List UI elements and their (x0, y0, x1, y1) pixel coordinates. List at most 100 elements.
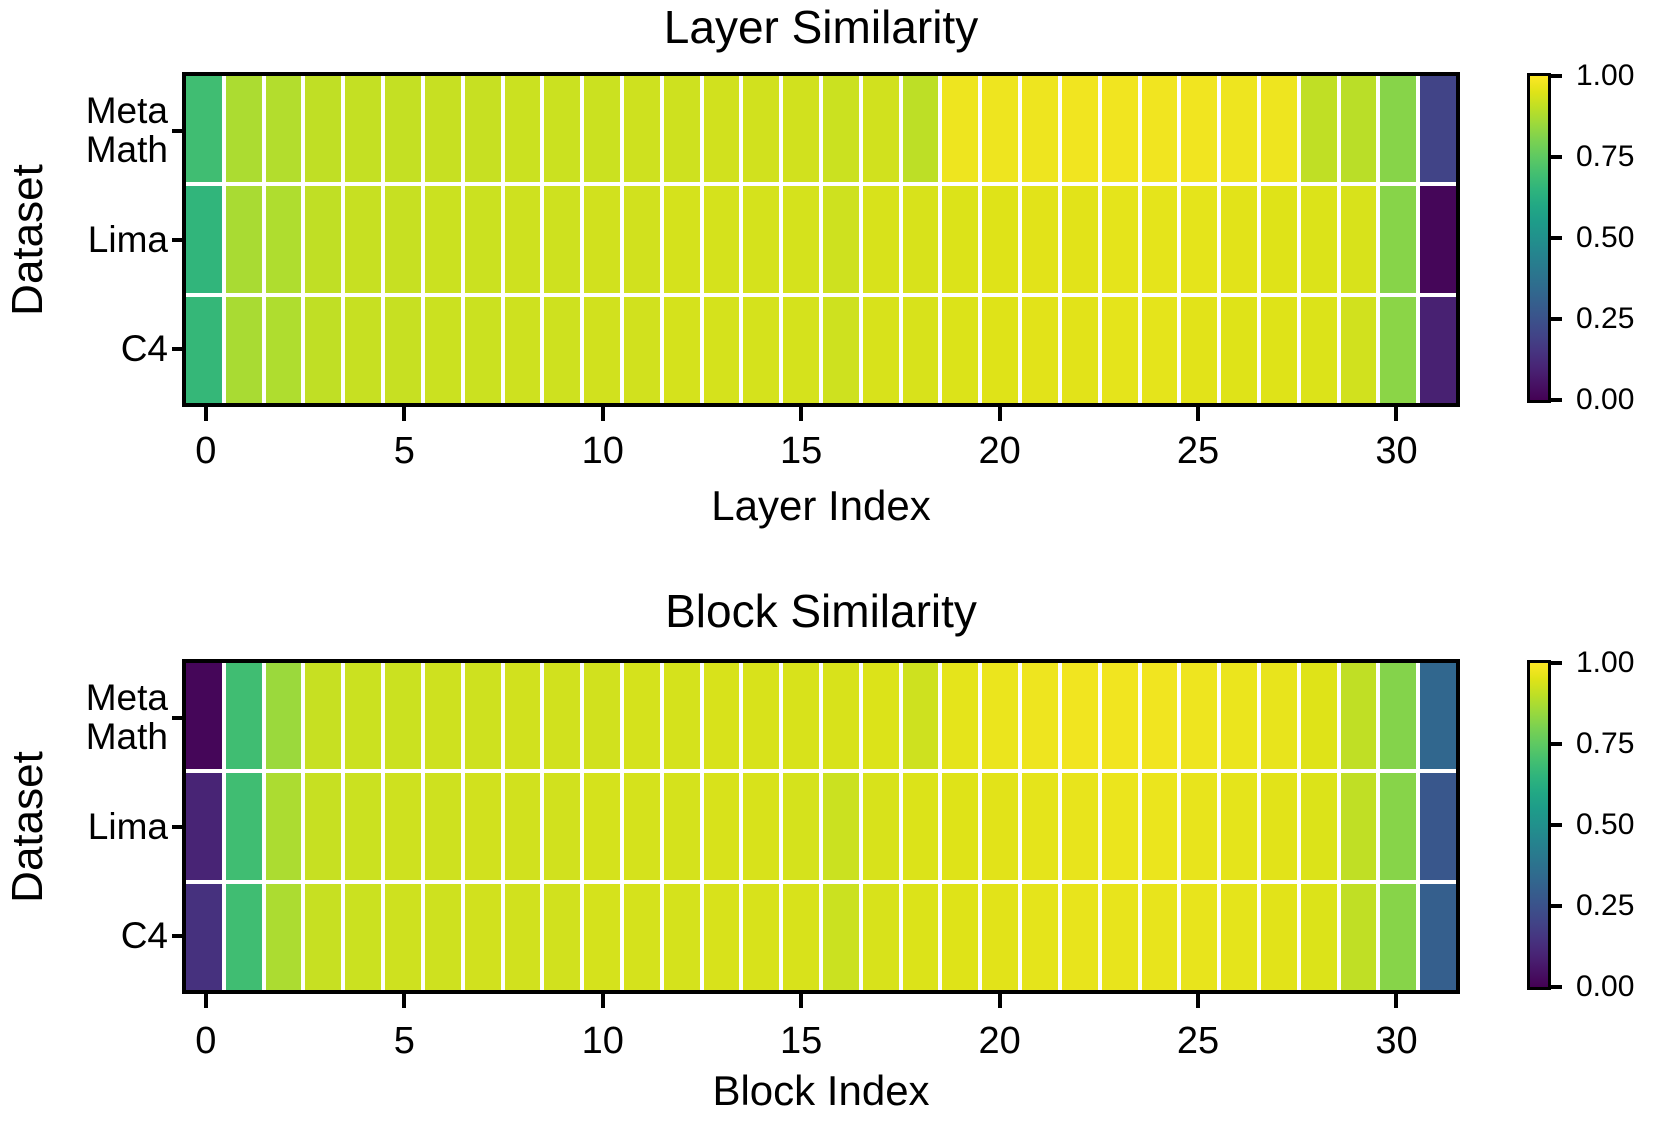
x-tick-mark (1196, 994, 1201, 1008)
heatmap-cell (225, 296, 262, 403)
heatmap-cell (186, 76, 222, 183)
heatmap-cell (424, 186, 461, 293)
x-tick-mark (799, 994, 804, 1008)
heatmap-cell (823, 186, 859, 293)
heatmap-cell (1141, 883, 1178, 990)
heatmap-cell (464, 663, 501, 770)
colorbar (1527, 660, 1551, 990)
heatmap-cell (623, 186, 660, 293)
heatmap-cell (305, 296, 342, 403)
heatmap-cell (1380, 883, 1417, 990)
colorbar-gradient (1530, 76, 1548, 400)
heatmap-cell (305, 773, 342, 880)
heatmap-cell (703, 663, 740, 770)
colorbar-tick-mark (1551, 904, 1562, 908)
heatmap-cell (1061, 76, 1098, 183)
colorbar-tick-mark (1551, 317, 1562, 321)
row-label: Meta Math (85, 89, 168, 171)
heatmap-cell (584, 76, 620, 183)
heatmap-cell (1260, 773, 1297, 880)
heatmap-grid (186, 76, 1456, 403)
x-tick-label: 15 (780, 430, 823, 472)
y-tick-mark (172, 933, 186, 938)
heatmap-cell (663, 296, 700, 403)
heatmap-cell (1221, 883, 1257, 990)
heatmap-cell (1340, 773, 1377, 880)
heatmap-cell (982, 663, 1019, 770)
colorbar-tick-label: 0.75 (1576, 727, 1635, 760)
heatmap-cell (1141, 186, 1178, 293)
heatmap-cell (743, 773, 780, 880)
heatmap-cell (942, 883, 979, 990)
heatmap-cell (385, 883, 421, 990)
heatmap-cell (464, 773, 501, 880)
x-tick-mark (1394, 994, 1399, 1008)
row-label: Lima (87, 805, 168, 847)
heatmap-cell (1101, 296, 1138, 403)
heatmap-cell (1380, 773, 1417, 880)
heatmap-cell (265, 883, 302, 990)
heatmap-cell (544, 76, 581, 183)
heatmap-cell (504, 186, 541, 293)
heatmap-cell (1300, 296, 1337, 403)
heatmap-cell (1022, 296, 1058, 403)
heatmap-cell (1061, 296, 1098, 403)
heatmap-cell (1061, 663, 1098, 770)
heatmap-cell (1022, 663, 1058, 770)
heatmap-cell (424, 883, 461, 990)
heatmap-cell (1340, 296, 1377, 403)
x-tick-label: 15 (780, 1020, 823, 1062)
heatmap-cell (862, 663, 899, 770)
heatmap-cell (862, 186, 899, 293)
heatmap-cell (1340, 663, 1377, 770)
heatmap-cell (1101, 663, 1138, 770)
heatmap-cell (623, 773, 660, 880)
heatmap-cell (225, 663, 262, 770)
heatmap-cell (424, 76, 461, 183)
heatmap-cell (385, 663, 421, 770)
heatmap-cell (623, 296, 660, 403)
heatmap-cell (743, 76, 780, 183)
heatmap-cell (703, 296, 740, 403)
heatmap-cell (1181, 773, 1218, 880)
heatmap-cell (1420, 773, 1456, 880)
heatmap-cell (504, 76, 541, 183)
heatmap-cell (1022, 76, 1058, 183)
colorbar-tick-mark (1551, 398, 1562, 402)
heatmap-cell (186, 663, 222, 770)
x-tick-mark (402, 994, 407, 1008)
colorbar-tick-mark (1551, 74, 1562, 78)
x-tick-label: 5 (393, 430, 415, 472)
heatmap-cell (783, 663, 819, 770)
row-label: Lima (87, 218, 168, 260)
heatmap-cell (305, 663, 342, 770)
heatmap-cell (902, 296, 939, 403)
heatmap-cell (942, 76, 979, 183)
x-tick-mark (997, 407, 1002, 421)
row-label: C4 (120, 914, 168, 956)
heatmap-cell (942, 773, 979, 880)
heatmap-cell (1221, 663, 1257, 770)
heatmap-cell (265, 296, 302, 403)
heatmap-cell (623, 883, 660, 990)
heatmap-cell (703, 773, 740, 880)
heatmap-cell (623, 663, 660, 770)
heatmap-cell (823, 883, 859, 990)
colorbar (1527, 73, 1551, 403)
heatmap-cell (743, 296, 780, 403)
heatmap-cell (1101, 773, 1138, 880)
colorbar-tick-mark (1551, 985, 1562, 989)
heatmap-cell (663, 883, 700, 990)
heatmap-cell (186, 186, 222, 293)
heatmap-cell (584, 883, 620, 990)
heatmap-cell (982, 186, 1019, 293)
heatmap-cell (225, 773, 262, 880)
x-axis-label: Block Index (712, 1067, 930, 1114)
heatmap-cell (1380, 76, 1417, 183)
x-tick-label: 25 (1176, 430, 1220, 472)
heatmap-cell (703, 883, 740, 990)
heatmap-cell (1420, 296, 1456, 403)
heatmap-cell (663, 663, 700, 770)
heatmap-cell (1022, 883, 1058, 990)
heatmap-cell (345, 663, 382, 770)
